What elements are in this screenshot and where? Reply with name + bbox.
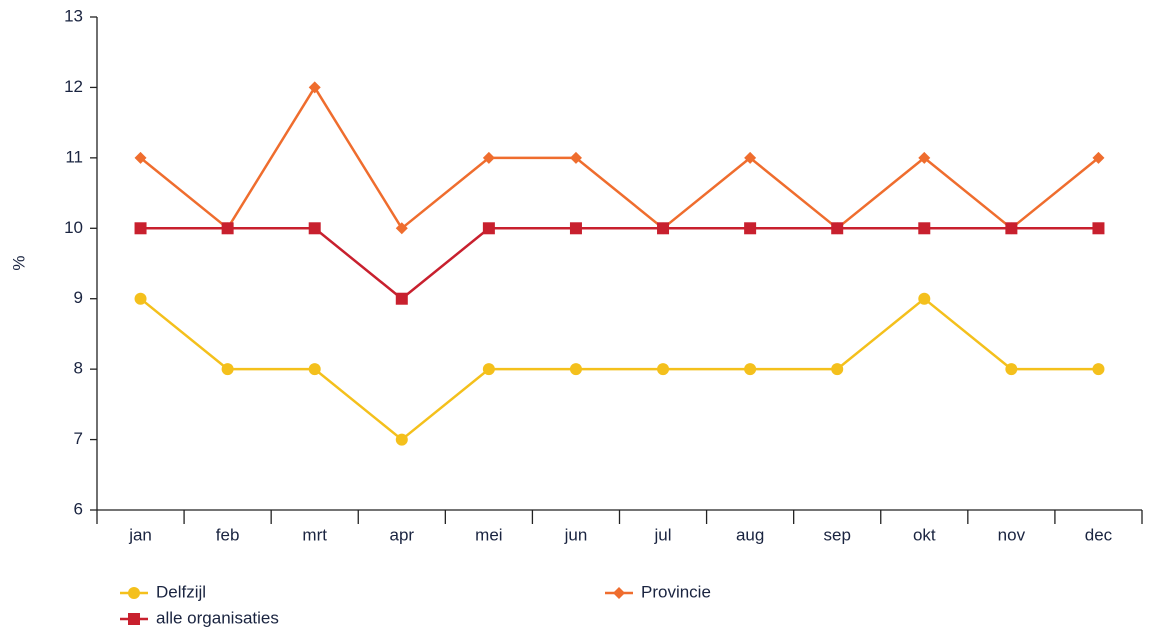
marker <box>134 151 147 164</box>
line <box>139 85 1100 231</box>
y-tick-label: 13 <box>64 6 83 25</box>
marker <box>569 363 582 376</box>
series <box>134 292 1105 446</box>
y-tick-label: 9 <box>74 288 83 307</box>
x-tick-label: dec <box>1085 525 1113 544</box>
legend-item: Delfzijl <box>120 582 206 601</box>
marker <box>221 222 234 235</box>
marker <box>128 613 140 625</box>
marker <box>831 222 844 235</box>
marker <box>744 222 757 235</box>
marker <box>308 222 321 235</box>
legend-item: alle organisaties <box>120 608 279 627</box>
x-tick-label: jun <box>564 525 588 544</box>
line <box>139 297 1099 442</box>
x-tick-label: okt <box>913 525 936 544</box>
marker <box>918 151 931 164</box>
marker <box>1092 151 1105 164</box>
marker <box>1005 363 1018 376</box>
legend-item: Provincie <box>605 582 711 601</box>
marker <box>482 222 495 235</box>
y-tick-label: 11 <box>65 147 83 166</box>
marker <box>221 363 234 376</box>
y-tick-label: 12 <box>64 77 83 96</box>
x-tick-label: feb <box>216 525 240 544</box>
marker <box>744 151 757 164</box>
marker <box>613 587 625 599</box>
series <box>134 222 1105 305</box>
x-tick-label: apr <box>390 525 415 544</box>
marker <box>744 363 757 376</box>
marker <box>482 363 495 376</box>
x-tick-label: mei <box>475 525 502 544</box>
y-tick-label: 7 <box>74 429 83 448</box>
marker <box>569 222 582 235</box>
x-tick-label: nov <box>998 525 1026 544</box>
marker <box>1005 222 1018 235</box>
marker <box>918 292 931 305</box>
marker <box>1092 363 1105 376</box>
marker <box>128 587 140 599</box>
x-tick-label: mrt <box>302 525 327 544</box>
legend-label: Provincie <box>641 582 711 601</box>
marker <box>395 222 408 235</box>
marker <box>308 81 321 94</box>
legend-label: alle organisaties <box>156 608 279 627</box>
x-tick-label: jan <box>128 525 152 544</box>
x-tick-label: sep <box>823 525 850 544</box>
legend-label: Delfzijl <box>156 582 206 601</box>
marker <box>918 222 931 235</box>
marker <box>134 222 147 235</box>
marker <box>657 222 670 235</box>
marker <box>308 363 321 376</box>
y-tick-label: 6 <box>74 499 83 518</box>
y-axis-label: % <box>9 255 28 270</box>
y-tick-label: 8 <box>74 359 83 378</box>
marker <box>395 292 408 305</box>
y-tick-label: 10 <box>64 218 83 237</box>
marker <box>1092 222 1105 235</box>
marker <box>482 151 495 164</box>
marker <box>831 363 844 376</box>
marker <box>134 292 147 305</box>
marker <box>569 151 582 164</box>
marker <box>657 363 670 376</box>
line <box>140 227 1099 301</box>
x-tick-label: aug <box>736 525 764 544</box>
series <box>134 81 1105 235</box>
x-tick-label: jul <box>654 525 672 544</box>
marker <box>395 433 408 446</box>
